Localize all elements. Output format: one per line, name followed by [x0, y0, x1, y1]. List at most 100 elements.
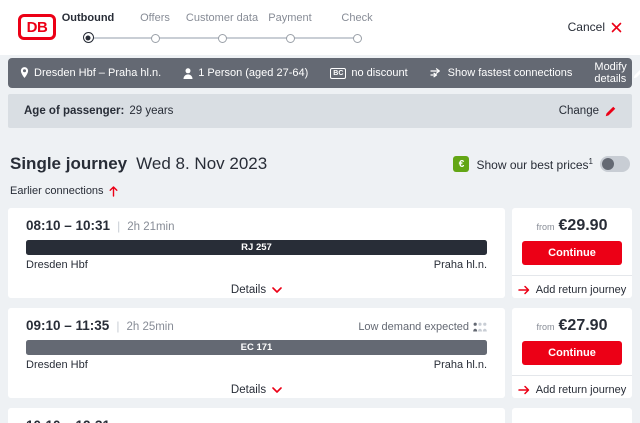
results-header: Single journey Wed 8. Nov 2023 € Show ou… [10, 154, 630, 174]
chevron-down-icon [272, 387, 282, 393]
step-outbound[interactable]: Outbound [48, 12, 128, 48]
travel-date: Wed 8. Nov 2023 [136, 154, 268, 173]
details-label: Details [230, 284, 267, 296]
price-prefix: from [536, 322, 555, 332]
step-check[interactable]: Check [317, 12, 397, 48]
modify-label: Modify details [594, 61, 627, 85]
demand-label: Low demand expected [358, 321, 469, 333]
demand-note: Low demand expected [358, 321, 487, 333]
connection-row: 08:10 – 10:31 | 2h 21min RJ 257 Dresden … [8, 208, 632, 298]
summary-route: Dresden Hbf – Praha hl.n. [20, 67, 161, 79]
change-age-button[interactable]: Change [559, 105, 616, 117]
journey-duration: 2h 25min [126, 321, 174, 333]
connection-row: 10:10 – 12:31 [8, 408, 632, 423]
cancel-label: Cancel [567, 20, 605, 34]
toggle-knob [602, 158, 614, 170]
step-label: Outbound [61, 12, 115, 24]
price-panel: from €27.90 Continue Add return journey [512, 308, 632, 398]
connection-row: 09:10 – 11:35 | 2h 25min Low demand expe… [8, 308, 632, 398]
chevron-down-icon [272, 287, 282, 293]
journey-card: 10:10 – 12:31 [8, 408, 505, 423]
step-dot [285, 34, 295, 43]
arrow-right-icon [518, 385, 530, 395]
best-prices-control: € Show our best prices1 [453, 156, 630, 172]
passengers-label: 1 Person (aged 27-64) [198, 67, 309, 79]
step-dot [217, 34, 227, 43]
summary-discount: BC no discount [330, 67, 408, 79]
price-value: €27.90 [558, 317, 608, 334]
pencil-icon [633, 68, 640, 79]
price-panel: from €29.90 Continue Add return journey [512, 208, 632, 298]
train-label: RJ 257 [241, 242, 272, 253]
journey-time: 08:10 – 10:31 [26, 218, 111, 233]
step-label: Offers [140, 12, 170, 24]
earlier-label: Earlier connections [10, 185, 104, 197]
step-payment[interactable]: Payment [250, 12, 330, 48]
continue-button[interactable]: Continue [522, 341, 622, 365]
step-label: Customer data [185, 12, 259, 24]
price-value: €29.90 [558, 217, 608, 234]
age-value: 29 years [129, 105, 174, 117]
details-button[interactable]: Details [231, 284, 282, 296]
fastest-connections-icon [430, 68, 443, 78]
summary-passengers: 1 Person (aged 27-64) [183, 67, 308, 79]
journey-card: 09:10 – 11:35 | 2h 25min Low demand expe… [8, 308, 505, 398]
journey-time: 09:10 – 11:35 [26, 318, 110, 333]
station-from: Dresden Hbf [26, 359, 88, 371]
close-icon [611, 22, 622, 33]
cancel-button[interactable]: Cancel [568, 20, 622, 34]
change-label: Change [558, 105, 599, 117]
step-offers[interactable]: Offers [115, 12, 195, 48]
station-to: Praha hl.n. [433, 259, 487, 271]
route-label: Dresden Hbf – Praha hl.n. [34, 67, 162, 79]
add-return-label: Add return journey [535, 384, 627, 396]
add-return-journey-button[interactable]: Add return journey [518, 384, 627, 396]
arrow-right-icon [518, 285, 530, 295]
occupancy-icon [473, 322, 487, 332]
separator: | [117, 219, 121, 233]
add-return-label: Add return journey [535, 284, 627, 296]
fastest-label: Show fastest connections [447, 67, 573, 79]
step-dot [150, 34, 160, 43]
step-label: Check [341, 12, 373, 24]
location-pin-icon [20, 67, 29, 79]
arrow-up-icon [109, 185, 118, 197]
bahncard-icon: BC [330, 67, 347, 79]
age-label: Age of passenger: [24, 105, 125, 117]
details-button[interactable]: Details [231, 384, 282, 396]
journey-card: 08:10 – 10:31 | 2h 21min RJ 257 Dresden … [8, 208, 505, 298]
earlier-connections-link[interactable]: Earlier connections [10, 185, 118, 197]
checkout-stepper: Outbound Offers Customer data Payment Ch… [0, 0, 420, 55]
step-customer-data[interactable]: Customer data [182, 12, 262, 48]
step-dot [352, 34, 362, 43]
step-dot-active [82, 32, 94, 43]
station-from: Dresden Hbf [26, 259, 88, 271]
divider [512, 375, 632, 376]
summary-fastest: Show fastest connections [430, 67, 573, 79]
continue-button[interactable]: Continue [522, 241, 622, 265]
price-prefix: from [536, 222, 555, 232]
modify-details-button[interactable]: Modify details [594, 61, 640, 85]
best-prices-toggle[interactable] [600, 156, 630, 172]
top-bar: DB Outbound Offers Customer data Payment… [0, 0, 640, 55]
station-to: Praha hl.n. [433, 359, 487, 371]
discount-label: no discount [351, 67, 408, 79]
details-label: Details [230, 384, 267, 396]
db-logo: DB [18, 14, 56, 40]
pencil-icon [605, 106, 616, 117]
journey-duration: 2h 21min [127, 221, 175, 233]
add-return-journey-button[interactable]: Add return journey [518, 284, 627, 296]
journey-summary-bar: Dresden Hbf – Praha hl.n. 1 Person (aged… [8, 58, 640, 88]
best-prices-label: Show our best prices1 [476, 156, 593, 172]
page-title: Single journey [10, 154, 128, 173]
price-panel [512, 408, 632, 423]
connections-list: 08:10 – 10:31 | 2h 21min RJ 257 Dresden … [8, 208, 632, 423]
train-label: EC 171 [240, 342, 273, 353]
euro-badge-icon: € [453, 156, 470, 172]
train-segment-bar[interactable]: EC 171 [26, 340, 487, 355]
train-segment-bar[interactable]: RJ 257 [26, 240, 487, 255]
journey-time: 10:10 – 12:31 [26, 418, 110, 423]
person-icon [183, 67, 193, 79]
separator: | [116, 319, 120, 333]
step-label: Payment [268, 12, 312, 24]
